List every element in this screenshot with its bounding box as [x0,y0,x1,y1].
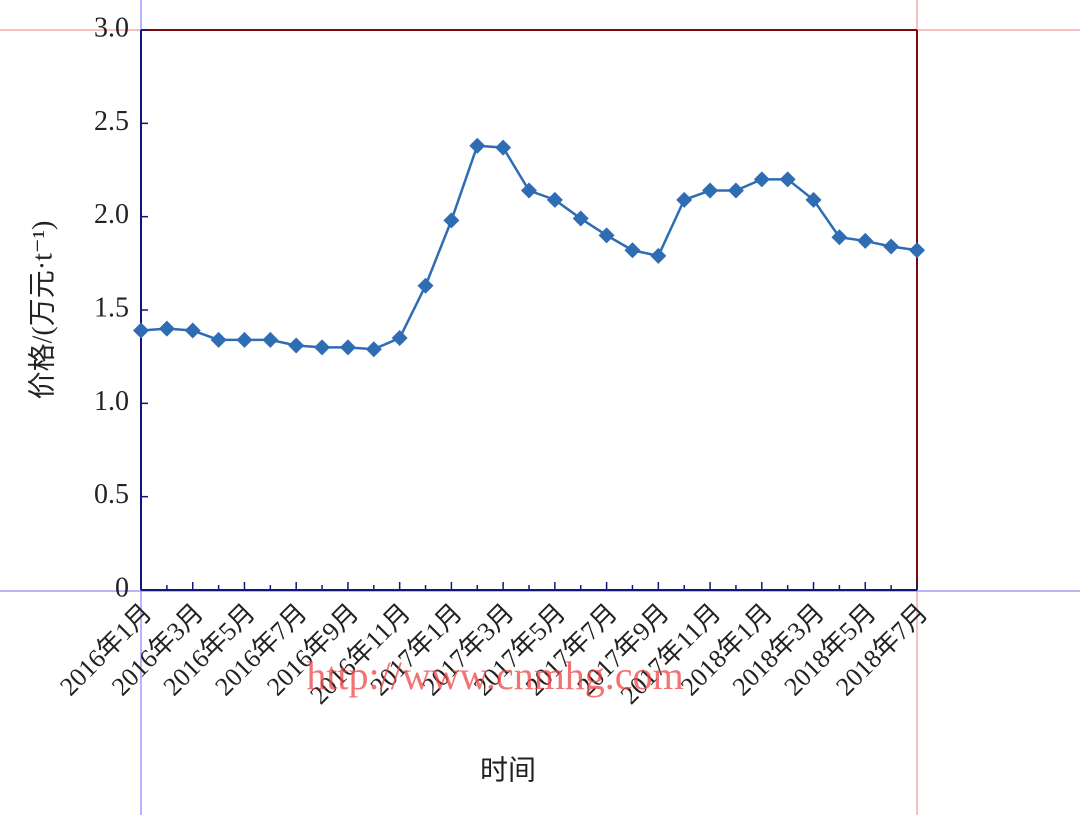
data-point [158,320,175,337]
data-point [365,341,382,358]
data-point [184,322,201,339]
data-point [624,242,641,259]
data-point [650,247,667,264]
y-axis-title: 价格/(万元·t⁻¹) [26,221,58,400]
data-point [339,339,356,356]
data-point [753,171,770,188]
y-tick-label: 2.0 [94,199,129,230]
y-tick-label: 0 [115,572,129,603]
data-point [831,229,848,246]
x-axis-title: 时间 [480,754,536,786]
data-point [417,277,434,294]
y-tick-label: 1.5 [94,292,129,323]
data-point [702,182,719,199]
data-point [236,331,253,348]
y-tick-label: 2.5 [94,106,129,137]
data-point [521,182,537,199]
data-point [727,182,744,199]
data-point [572,210,589,227]
data-point [443,212,460,229]
data-point [210,331,227,348]
y-tick-label: 3.0 [94,12,129,43]
data-point [495,139,512,156]
data-point [676,191,693,208]
data-point [262,331,279,348]
data-point [546,191,563,208]
data-point [391,330,408,346]
watermark: http://www.cnmhg.com [306,653,683,698]
data-point [779,171,796,188]
data-point [857,232,874,249]
data-point [133,322,149,339]
data-point [469,137,486,154]
data-point [314,339,331,356]
y-tick-label: 1.0 [94,386,129,417]
data-point [883,238,900,255]
data-point [598,227,615,244]
data-point [288,337,305,354]
data-point [909,242,925,259]
y-tick-label: 0.5 [94,479,129,510]
data-point [805,191,822,208]
